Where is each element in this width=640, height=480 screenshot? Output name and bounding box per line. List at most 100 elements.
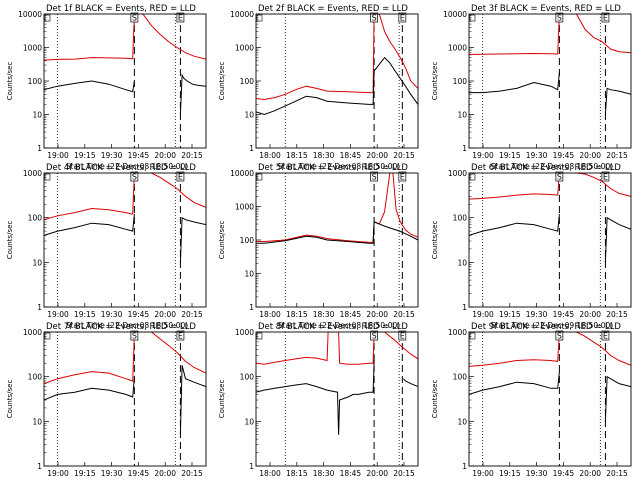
x-tick-label: 18:15 <box>286 151 308 160</box>
x-tick-label: 19:30 <box>101 469 123 478</box>
x-tick-label: 19:45 <box>128 151 150 160</box>
corner-marker <box>256 332 263 340</box>
marker-label: E <box>603 332 608 341</box>
x-tick-label: 18:30 <box>313 151 335 160</box>
x-tick-label: 19:45 <box>553 469 575 478</box>
y-tick-label: 10 <box>244 270 254 279</box>
y-tick-label: 1 <box>462 303 467 312</box>
x-tick-label: 20:15 <box>181 469 203 478</box>
y-tick-label: 100 <box>240 236 255 245</box>
lld-series-line <box>44 173 206 221</box>
y-tick-label: 100 <box>240 77 255 86</box>
x-tick-label: 19:30 <box>101 310 123 319</box>
x-tick-label: 18:45 <box>340 151 362 160</box>
marker-label: E <box>400 332 405 341</box>
marker-label: S <box>372 173 377 182</box>
corner-marker <box>256 14 263 22</box>
plot-frame <box>468 331 632 467</box>
detector-panel-6: Det 6f BLACK = Events, RED = LLD 19:00 19:… <box>431 163 632 330</box>
y-tick-label: 1 <box>249 462 254 471</box>
x-tick-label: 19:30 <box>101 151 123 160</box>
marker-label: E <box>603 173 608 182</box>
x-tick-label: 18:00 <box>259 310 281 319</box>
detector-panel-4: Det 4f BLACK = Events, RED = LLD 19:00 19:… <box>6 163 207 330</box>
x-tick-label: 20:00 <box>366 310 388 319</box>
y-axis-label: Counts/sec <box>6 62 14 101</box>
y-tick-label: 1000 <box>235 203 254 212</box>
marker-label: S <box>132 173 137 182</box>
y-tick-label: 10 <box>457 258 467 267</box>
y-tick-label: 1 <box>462 462 467 471</box>
x-tick-label: 20:00 <box>154 469 176 478</box>
events-series-line <box>44 365 206 435</box>
y-tick-label: 100 <box>28 77 43 86</box>
panel-title: Det 2f BLACK = Events, RED = LLD <box>258 4 408 14</box>
events-series-line <box>44 214 206 263</box>
x-tick-label: 19:15 <box>499 469 521 478</box>
lld-series-line <box>44 332 206 385</box>
y-tick-label: 10 <box>244 111 254 120</box>
detector-panel-3: Det 3f BLACK = Events, RED = LLD 19:00 19:… <box>431 4 632 171</box>
plot-frame <box>255 331 419 467</box>
marker-label: E <box>178 332 183 341</box>
marker-box <box>601 12 610 23</box>
events-series-line <box>256 221 418 244</box>
lld-series-line <box>469 173 631 200</box>
y-tick-label: 1000 <box>23 169 42 178</box>
y-tick-label: 1000 <box>23 44 42 53</box>
panel-title: Det 7f BLACK = Events, RED = LLD <box>46 322 196 332</box>
y-tick-label: 10 <box>32 111 42 120</box>
x-tick-label: 19:15 <box>499 310 521 319</box>
plot-frame <box>468 13 632 149</box>
y-axis-label: Counts/sec <box>218 380 226 419</box>
x-tick-label: 19:30 <box>526 469 548 478</box>
x-tick-label: 18:15 <box>286 469 308 478</box>
x-tick-label: 20:15 <box>393 310 415 319</box>
plot-frame <box>43 13 207 149</box>
marker-box <box>555 12 564 23</box>
lld-series-line <box>256 14 418 101</box>
y-tick-label: 100 <box>453 373 468 382</box>
y-tick-label: 1 <box>37 303 42 312</box>
panel-title: Det 3f BLACK = Events, RED = LLD <box>471 4 621 14</box>
y-tick-label: 100 <box>453 214 468 223</box>
detector-panel-8: Det 8f BLACK = Events, RED = LLD 18:00 18:… <box>218 322 419 478</box>
x-tick-label: 18:30 <box>313 469 335 478</box>
marker-box <box>398 330 407 341</box>
x-tick-label: 20:00 <box>154 151 176 160</box>
x-tick-label: 18:00 <box>259 469 281 478</box>
panel-title: Det 9f BLACK = Events, RED = LLD <box>471 322 621 332</box>
y-tick-label: 1000 <box>448 328 467 337</box>
marker-label: E <box>400 173 405 182</box>
x-tick-label: 19:00 <box>472 151 494 160</box>
panel-title: Det 1f BLACK = Events, RED = LLD <box>46 4 196 14</box>
marker-box <box>601 171 610 182</box>
x-tick-label: 19:15 <box>499 151 521 160</box>
x-tick-label: 20:15 <box>393 151 415 160</box>
detector-panel-9: Det 9f BLACK = Events, RED = LLD 19:00 19:… <box>431 322 632 478</box>
marker-box <box>370 171 378 182</box>
lld-series-line <box>256 332 418 365</box>
marker-box <box>130 12 139 23</box>
x-tick-label: 19:30 <box>526 151 548 160</box>
x-tick-label: 19:30 <box>526 310 548 319</box>
lld-series-line <box>469 14 631 55</box>
marker-label: S <box>132 14 137 23</box>
x-tick-label: 19:45 <box>553 151 575 160</box>
marker-label: S <box>132 332 137 341</box>
y-axis-label: Counts/sec <box>431 62 439 101</box>
marker-label: E <box>400 14 405 23</box>
y-tick-label: 1000 <box>448 44 467 53</box>
y-tick-label: 1000 <box>235 44 254 53</box>
lld-series-line <box>44 14 206 61</box>
plot-frame <box>43 331 207 467</box>
x-axis-label: Start Time (22-Dec-08 18:50:00) <box>66 321 188 330</box>
events-series-line <box>469 371 631 422</box>
x-tick-label: 19:45 <box>128 469 150 478</box>
marker-label: E <box>178 14 183 23</box>
y-tick-label: 10 <box>457 417 467 426</box>
x-tick-label: 20:15 <box>181 151 203 160</box>
marker-box <box>176 12 185 23</box>
x-tick-label: 20:00 <box>579 469 601 478</box>
y-tick-label: 1 <box>249 144 254 153</box>
